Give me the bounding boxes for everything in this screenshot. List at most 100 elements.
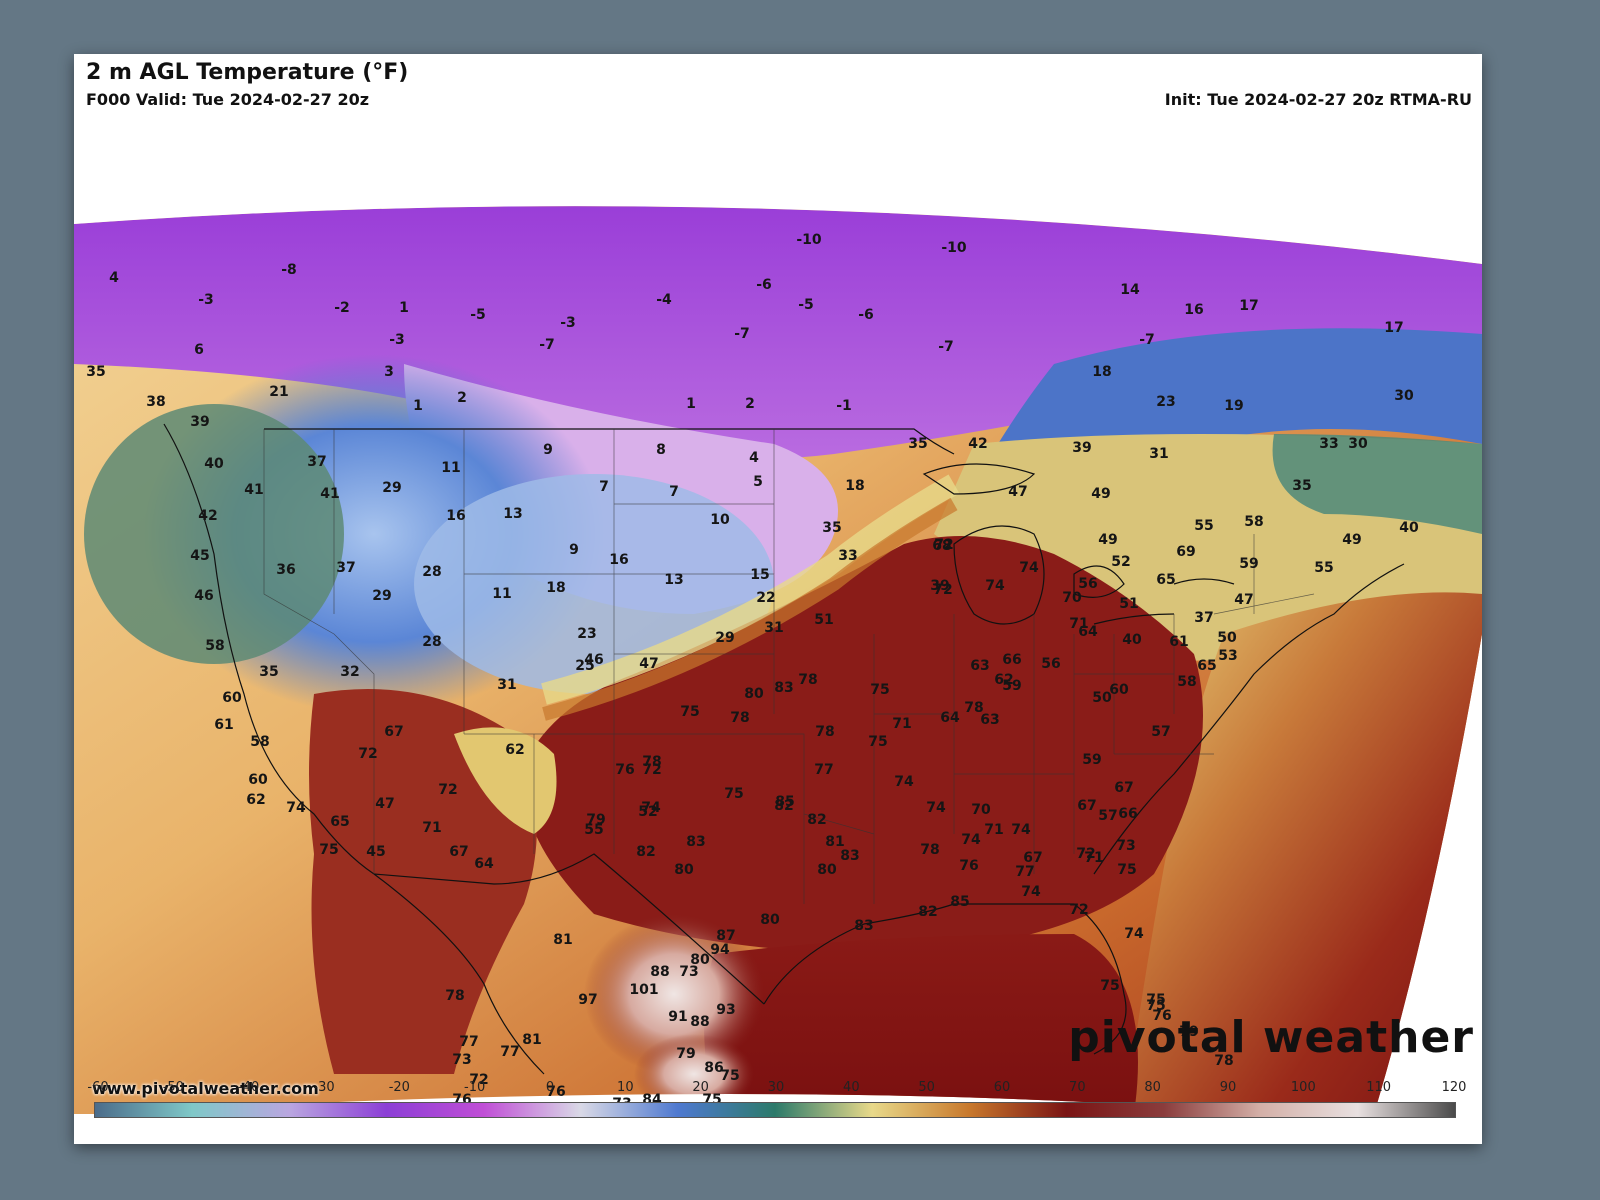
map-boundaries — [163, 423, 1405, 1075]
temperature-label: 35 — [1292, 478, 1311, 494]
temperature-label: 65 — [1197, 658, 1216, 674]
temperature-label: 82 — [918, 904, 937, 920]
temperature-label: 22 — [756, 590, 775, 606]
temperature-label: 18 — [1092, 364, 1111, 380]
frontal-gradient-warm — [542, 497, 958, 721]
temperature-label: 23 — [577, 626, 596, 642]
temperature-label: 78 — [964, 700, 983, 716]
temperature-label: 61 — [1169, 634, 1188, 650]
temperature-label: 11 — [441, 460, 460, 476]
colorbar-tick: 60 — [993, 1080, 1011, 1095]
temperature-label: 13 — [664, 572, 683, 588]
gulf-of-mexico-field — [704, 934, 1138, 1114]
temperature-label: 41 — [320, 486, 339, 502]
map-panel: 2 m AGL Temperature (°F) F000 Valid: Tue… — [74, 54, 1482, 1144]
temperature-label: 78 — [642, 754, 661, 770]
temperature-label: 79 — [1179, 1024, 1198, 1040]
temperature-label: 74 — [1124, 926, 1144, 942]
temperature-label: 21 — [269, 384, 288, 400]
temperature-label: 74 — [961, 832, 981, 848]
temperature-label: 1 — [413, 398, 423, 414]
colorbar-tick: 50 — [918, 1080, 935, 1095]
temperature-label: 53 — [1218, 648, 1237, 664]
temperature-label: 62 — [505, 742, 524, 758]
temperature-label: 75 — [1117, 862, 1136, 878]
temperature-label: 5 — [753, 474, 763, 490]
temperature-label: 56 — [1041, 656, 1060, 672]
frontal-gradient — [541, 474, 960, 705]
temperature-label: 82 — [807, 812, 826, 828]
temperature-label: 49 — [1342, 532, 1361, 548]
temperature-label: 80 — [744, 686, 764, 702]
temperature-label: 58 — [1177, 674, 1196, 690]
temperature-label: 57 — [1098, 808, 1117, 824]
temperature-label: 77 — [1015, 864, 1034, 880]
temperature-label: 83 — [854, 918, 873, 934]
temperature-label: 101 — [629, 982, 658, 998]
temperature-label: 74 — [985, 578, 1005, 594]
temperature-label: 2 — [457, 390, 467, 406]
temperature-label: 75 — [724, 786, 743, 802]
map-title: 2 m AGL Temperature (°F) — [86, 60, 409, 85]
temperature-label: 36 — [276, 562, 295, 578]
temperature-label: 71 — [984, 822, 1003, 838]
temperature-label: 68 — [932, 538, 951, 554]
warm-sector-field — [522, 536, 1203, 954]
temperature-field — [74, 206, 1482, 1115]
temperature-label: 40 — [1399, 520, 1419, 536]
temperature-label: 3 — [384, 364, 394, 380]
temperature-label: 30 — [1348, 436, 1368, 452]
temperature-label: 64 — [940, 710, 960, 726]
temperature-label: 37 — [307, 454, 326, 470]
temperature-label: 30 — [1394, 388, 1414, 404]
temperature-label: 72 — [1076, 846, 1095, 862]
colorbar-tick: 20 — [692, 1080, 709, 1095]
temperature-label: 72 — [438, 782, 457, 798]
temperature-label: -7 — [1139, 332, 1155, 348]
temperature-label: 72 — [1069, 902, 1088, 918]
temperature-label: 60 — [1109, 682, 1129, 698]
temperature-label: 67 — [449, 844, 468, 860]
temperature-label: 77 — [459, 1034, 478, 1050]
temperature-label: 60 — [222, 690, 242, 706]
temperature-label: 74 — [926, 800, 946, 816]
temperature-label: 72 — [642, 762, 661, 778]
temperature-label: 71 — [422, 820, 441, 836]
colorbar-ticks: -60 -50 -40 -30 -20 -10 0 10 20 30 40 50 60 70 80 90 100… — [74, 1080, 1482, 1100]
temperature-label: 74 — [894, 774, 914, 790]
temperature-label: 17 — [1239, 298, 1258, 314]
temperature-label: 86 — [704, 1060, 723, 1076]
temperature-label: 73 — [1116, 838, 1135, 854]
temperature-label: 61 — [214, 717, 233, 733]
temperature-label: 55 — [584, 822, 603, 838]
temperature-label: -8 — [281, 262, 297, 278]
temperature-label: 67 — [1023, 850, 1042, 866]
temperature-label: -7 — [734, 326, 750, 342]
temperature-colorbar — [94, 1102, 1456, 1118]
temperature-label: 59 — [1002, 678, 1021, 694]
temperature-label: 52 — [638, 804, 657, 820]
colorbar-tick: 40 — [843, 1080, 860, 1095]
temperature-label: 11 — [492, 586, 511, 602]
temperature-label: 73 — [452, 1052, 471, 1068]
gulf-coastline — [763, 903, 1127, 1055]
temperature-label: 35 — [259, 664, 278, 680]
temperature-label: -5 — [470, 307, 486, 323]
temperature-label: 97 — [578, 992, 597, 1008]
temperature-label: 88 — [690, 1014, 709, 1030]
temperature-label: 39 — [930, 578, 949, 594]
temperature-label: 71 — [1084, 850, 1103, 866]
temperature-label: 63 — [970, 658, 989, 674]
temperature-label: 18 — [546, 580, 565, 596]
temperature-label: 72 — [933, 582, 952, 598]
temperature-label: 72 — [469, 1072, 488, 1088]
rio-grande-heat — [584, 914, 764, 1074]
temperature-label: 67 — [1077, 798, 1096, 814]
temperature-label: 67 — [1114, 780, 1133, 796]
temperature-label: 56 — [1078, 576, 1097, 592]
temperature-label: -4 — [656, 292, 672, 308]
temperature-label: 50 — [1217, 630, 1237, 646]
east-coastline — [1093, 563, 1405, 875]
temperature-label: 31 — [497, 677, 516, 693]
temperature-label: 35 — [908, 436, 927, 452]
